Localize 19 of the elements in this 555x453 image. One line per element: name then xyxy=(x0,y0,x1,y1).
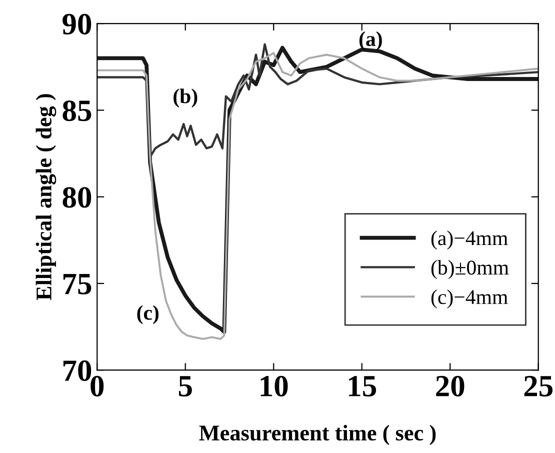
x-tick-label: 15 xyxy=(349,376,376,396)
annotation: (a) xyxy=(359,31,382,50)
x-tick-label: 20 xyxy=(436,376,464,396)
x-tick-label: 10 xyxy=(260,376,288,396)
y-axis-title: Elliptical angle ( deg ) xyxy=(36,94,56,300)
y-tick-label: 75 xyxy=(63,274,92,294)
legend-label: (c)−4mm xyxy=(431,289,508,308)
y-tick-label: 70 xyxy=(63,360,92,382)
legend-label: (b)±0mm xyxy=(431,260,509,279)
legend-label: (a)−4mm xyxy=(431,230,508,250)
annotation: (c) xyxy=(137,305,159,324)
x-tick-label: 25 xyxy=(524,376,553,396)
y-tick-label: 80 xyxy=(62,187,92,208)
y-tick-label: 85 xyxy=(62,100,92,122)
x-axis-title: Measurement time ( sec ) xyxy=(199,424,436,446)
x-tick-label: 5 xyxy=(178,376,192,396)
annotation: (b) xyxy=(174,88,198,108)
x-tick-label: 0 xyxy=(90,376,104,396)
y-tick-label: 90 xyxy=(62,14,92,34)
